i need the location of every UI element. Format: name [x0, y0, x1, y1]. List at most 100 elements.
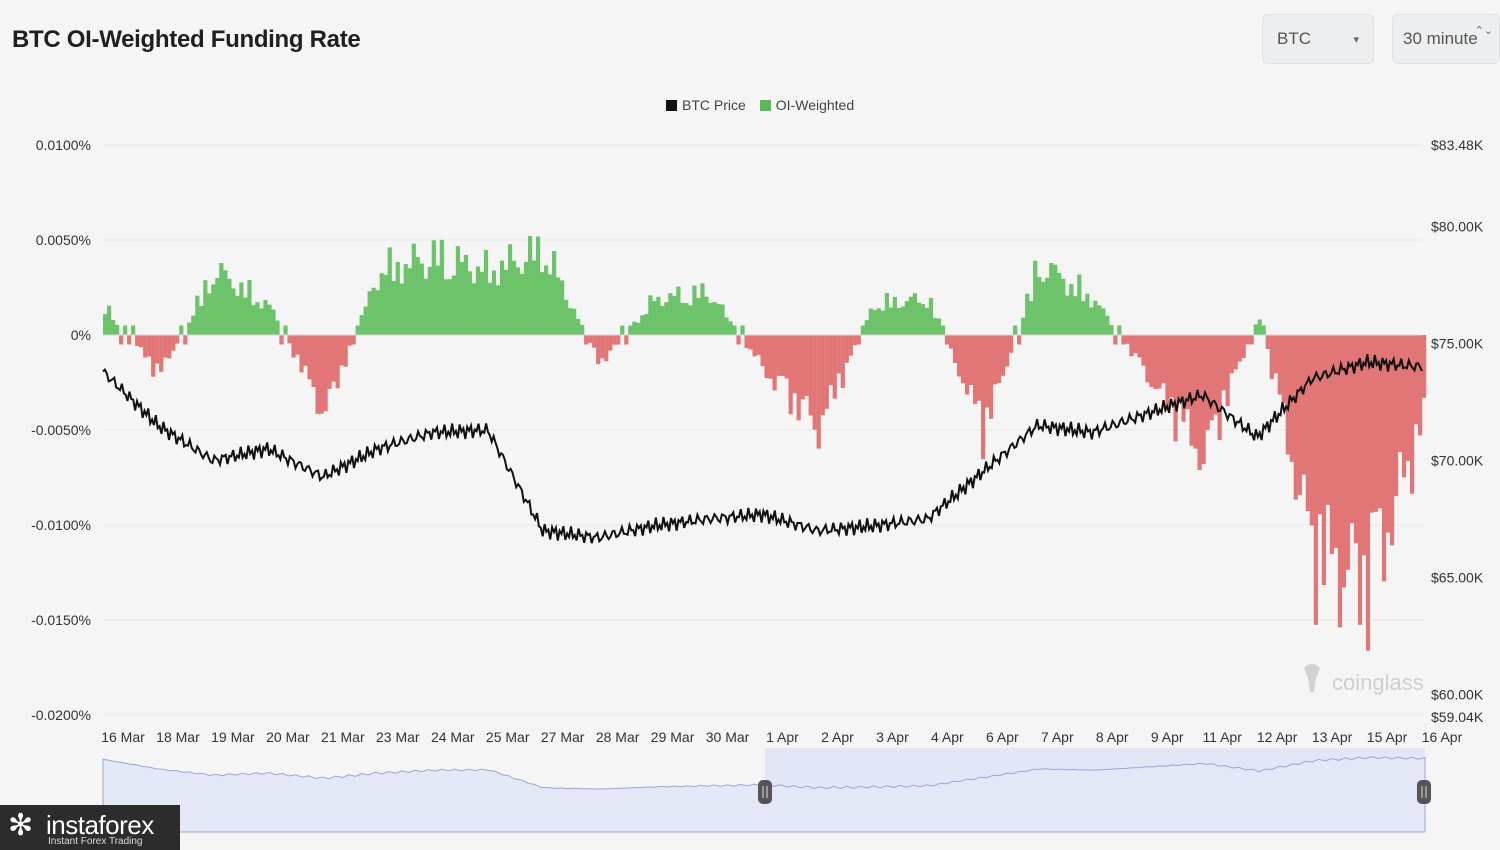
left-tick-label: 0.0050% [36, 232, 91, 248]
funding-bar [812, 335, 817, 430]
funding-bar [728, 321, 733, 335]
funding-bar [1169, 335, 1174, 398]
funding-bar [303, 335, 308, 366]
funding-bar [928, 297, 934, 335]
funding-bar [1341, 335, 1347, 588]
legend-item-oi-weighted[interactable]: OI-Weighted [759, 97, 855, 113]
funding-bar [443, 279, 448, 335]
funding-bar [828, 335, 833, 386]
funding-bar [944, 335, 950, 345]
funding-bar [239, 282, 244, 335]
coinglass-logo-icon [1304, 664, 1320, 692]
funding-bar [267, 304, 272, 335]
funding-bar [1233, 335, 1238, 370]
funding-bar [1105, 315, 1110, 335]
funding-bar [1001, 335, 1006, 376]
left-tick-label: -0.0100% [31, 517, 91, 533]
funding-bar [191, 315, 196, 335]
funding-bar [596, 335, 601, 365]
funding-bar [507, 244, 513, 335]
funding-bar [660, 305, 665, 335]
funding-bar [147, 335, 152, 357]
funding-bar [1257, 319, 1262, 335]
funding-bar [183, 335, 188, 345]
funding-bar [1217, 335, 1222, 440]
funding-bar [459, 262, 465, 335]
funding-bar [235, 295, 240, 335]
funding-bar [275, 320, 280, 335]
funding-bar [155, 335, 160, 364]
funding-bar [387, 247, 392, 335]
funding-bar [880, 310, 885, 335]
funding-bar [535, 236, 541, 335]
funding-bar [1205, 335, 1210, 430]
x-tick-label: 7 Apr [1041, 729, 1074, 745]
funding-bar [271, 309, 276, 335]
funding-bar [1021, 317, 1026, 335]
funding-bar [247, 279, 252, 335]
funding-bar [195, 295, 200, 335]
funding-bar [800, 335, 805, 400]
coinglass-watermark: coinglass [1304, 664, 1424, 695]
funding-bar [307, 335, 312, 380]
x-tick-label: 28 Mar [596, 729, 640, 745]
funding-bar [1237, 335, 1242, 362]
funding-bar [972, 335, 978, 405]
funding-bar [1417, 335, 1423, 436]
funding-bar [1265, 335, 1270, 350]
funding-bar [736, 335, 741, 345]
funding-bar [1241, 335, 1246, 359]
funding-bar [1405, 335, 1411, 461]
funding-bar [223, 270, 228, 335]
interval-select[interactable]: 30 minute ⌃⌄ [1392, 14, 1500, 64]
funding-bar [1109, 325, 1114, 335]
funding-bar [952, 335, 958, 363]
funding-bar [624, 335, 629, 345]
funding-bar [279, 335, 284, 345]
funding-bar [203, 280, 208, 335]
funding-bar [287, 335, 292, 344]
left-axis: 0.0100% 0.0050% 0% -0.0050% -0.0100% -0.0150%… [31, 137, 91, 723]
funding-bar [708, 302, 713, 335]
funding-bar [1409, 335, 1415, 494]
funding-bar [1261, 325, 1266, 335]
funding-bar [175, 335, 180, 344]
funding-bar [1357, 335, 1363, 625]
funding-bar [712, 302, 717, 335]
funding-bar [788, 335, 793, 415]
x-tick-label: 12 Apr [1257, 729, 1298, 745]
interval-select-value: 30 minute [1403, 29, 1478, 48]
funding-bar [435, 265, 440, 335]
funding-bar [916, 302, 922, 335]
funding-bar [491, 270, 497, 335]
x-tick-label: 23 Mar [376, 729, 420, 745]
funding-bar [1401, 335, 1407, 478]
funding-bar [299, 335, 304, 373]
x-axis: 16 Mar 18 Mar 19 Mar 20 Mar 21 Mar 23 Mar 24 M… [101, 729, 1462, 745]
funding-bar [1053, 264, 1058, 335]
navigator[interactable] [102, 748, 1431, 833]
funding-bar [1229, 335, 1234, 374]
funding-bar [323, 335, 328, 412]
funding-bar [768, 335, 773, 379]
funding-bar [936, 318, 942, 335]
funding-bar [940, 325, 946, 335]
left-tick-label: -0.0050% [31, 422, 91, 438]
legend-label-oi-weighted: OI-Weighted [775, 97, 855, 113]
funding-bar [956, 335, 962, 377]
funding-bar [1369, 335, 1375, 513]
funding-bar [628, 325, 633, 335]
funding-bar [127, 335, 132, 345]
funding-bar [1285, 335, 1290, 455]
coin-select[interactable]: BTC ▾ [1262, 14, 1374, 64]
navigator-handle [758, 780, 772, 804]
funding-bar [824, 335, 829, 409]
funding-bar [319, 335, 324, 414]
legend-item-btc-price[interactable]: BTC Price [666, 97, 746, 113]
funding-bar [107, 305, 112, 335]
gear-icon: ✻ [8, 809, 34, 842]
legend-label-btc-price: BTC Price [682, 97, 746, 113]
funding-bar [968, 335, 974, 386]
funding-bar [139, 335, 144, 348]
